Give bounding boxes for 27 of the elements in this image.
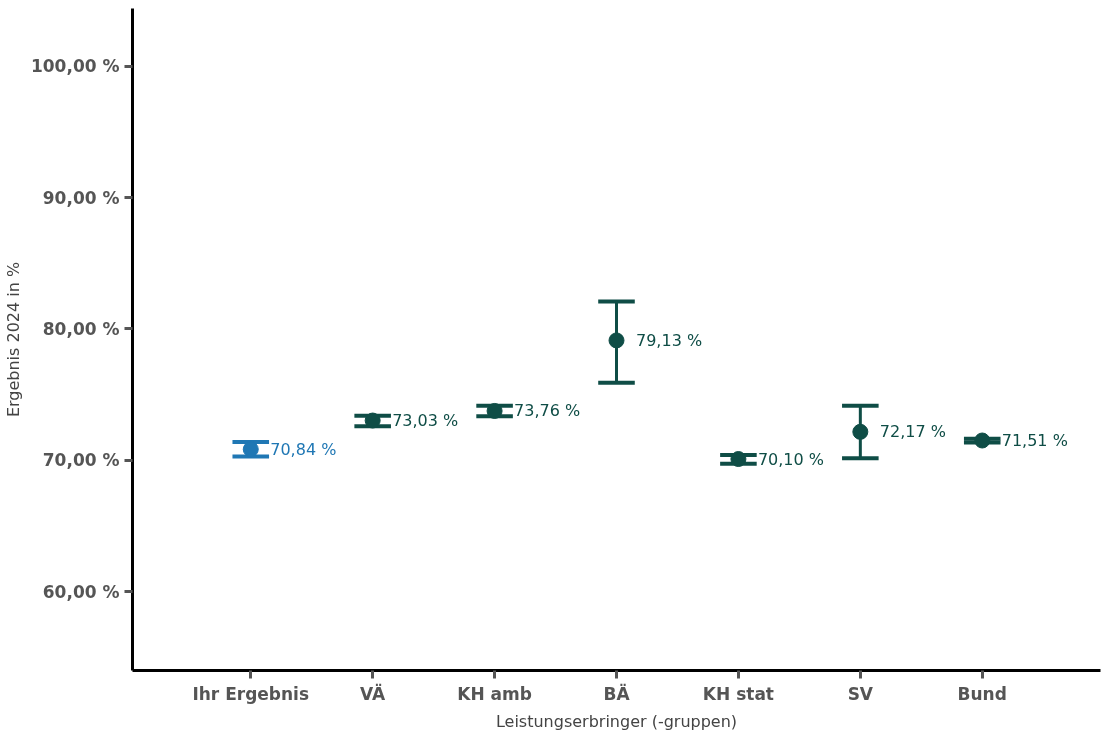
x-tick-label: Ihr Ergebnis bbox=[192, 683, 310, 704]
y-tick-label: 80,00 % bbox=[42, 318, 120, 339]
data-label: 70,84 % bbox=[270, 439, 337, 459]
y-tick-label: 90,00 % bbox=[42, 187, 120, 208]
data-label: 70,10 % bbox=[757, 449, 825, 469]
data-label: 73,76 % bbox=[514, 401, 581, 421]
x-axis-title: Leistungserbringer (-gruppen) bbox=[495, 711, 738, 731]
x-tick-label: Bund bbox=[957, 683, 1007, 704]
x-tick-label: BÄ bbox=[603, 682, 631, 704]
point bbox=[608, 332, 625, 349]
data-label: 79,13 % bbox=[636, 330, 703, 350]
point bbox=[364, 412, 381, 429]
y-axis-title: Ergebnis 2024 in % bbox=[3, 261, 23, 418]
data-label: 72,17 % bbox=[879, 422, 946, 442]
x-tick-label: VÄ bbox=[360, 682, 387, 704]
x-tick-label: KH stat bbox=[702, 683, 774, 704]
point bbox=[974, 432, 991, 449]
y-tick-label: 70,00 % bbox=[42, 450, 120, 471]
y-tick-label: 60,00 % bbox=[42, 581, 120, 602]
data-label: 71,51 % bbox=[1001, 431, 1068, 451]
y-tick-label: 100,00 % bbox=[30, 56, 120, 77]
point bbox=[730, 451, 747, 468]
x-tick-label: SV bbox=[847, 683, 874, 704]
x-tick-label: KH amb bbox=[457, 683, 532, 704]
data-label: 73,03 % bbox=[392, 411, 459, 431]
point bbox=[852, 423, 869, 440]
point bbox=[486, 402, 503, 419]
